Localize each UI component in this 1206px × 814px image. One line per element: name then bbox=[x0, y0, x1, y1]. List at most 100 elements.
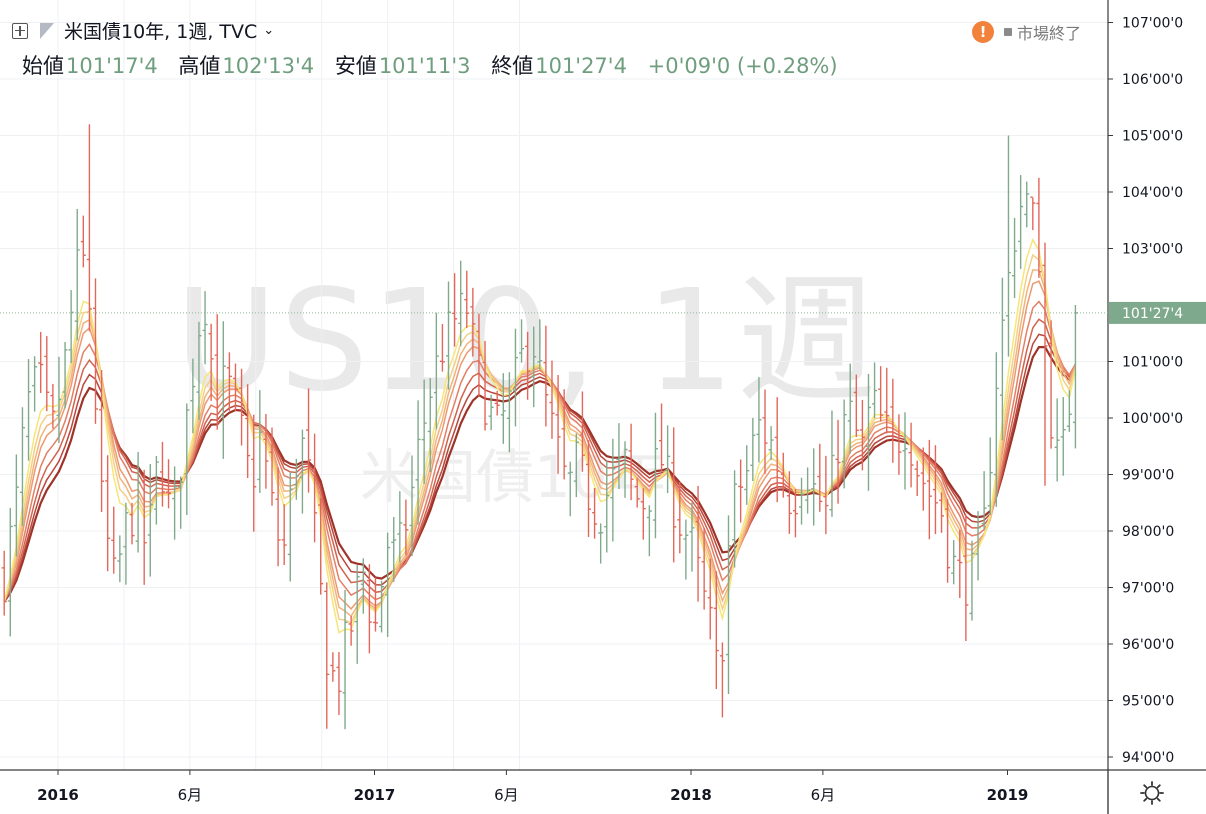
ohlc-bar bbox=[555, 374, 561, 474]
close-label: 終値 bbox=[491, 54, 534, 78]
ema-line-5 bbox=[3, 237, 1077, 634]
price-axis-label: 101'00'0 bbox=[1122, 355, 1183, 371]
ohlc-bar bbox=[19, 407, 25, 526]
exclamation-icon[interactable]: ! bbox=[972, 21, 994, 43]
ohlc-bar bbox=[756, 377, 762, 463]
ohlc-bar bbox=[531, 326, 537, 408]
ohlc-bar bbox=[281, 504, 287, 566]
ohlc-bar bbox=[38, 331, 44, 394]
ohlc-bar bbox=[939, 492, 945, 533]
ohlc-bar bbox=[677, 482, 683, 554]
ohlc-bar bbox=[44, 336, 50, 412]
ohlc-bar bbox=[671, 427, 677, 563]
ohlc-bar bbox=[80, 215, 86, 268]
ohlc-bar bbox=[975, 511, 981, 581]
settings-gear-icon[interactable] bbox=[1138, 779, 1166, 807]
ohlc-bar bbox=[348, 615, 354, 646]
market-status-text: 市場終了 bbox=[1017, 24, 1082, 43]
ohlc-bar bbox=[32, 356, 38, 412]
ohlc-bar bbox=[689, 502, 695, 572]
chevron-down-icon[interactable]: ⌄ bbox=[263, 23, 275, 38]
flag-icon[interactable] bbox=[40, 22, 54, 39]
ohlc-bar bbox=[1072, 304, 1078, 449]
time-axis-label: 2016 bbox=[37, 786, 79, 804]
ohlc-bar bbox=[592, 488, 598, 539]
ohlc-bar bbox=[111, 506, 117, 574]
ohlc-bar bbox=[312, 433, 318, 543]
ohlc-bar bbox=[908, 422, 914, 488]
symbol-title[interactable]: 米国債10年, 1週, TVC bbox=[64, 21, 258, 43]
ohlc-bar bbox=[324, 582, 330, 729]
status-dot-icon bbox=[1004, 28, 1012, 36]
ohlc-bar bbox=[50, 383, 56, 429]
time-axis-label: 6月 bbox=[178, 786, 203, 804]
low-value: 101'11'3 bbox=[378, 54, 471, 78]
add-icon[interactable] bbox=[12, 22, 28, 39]
ohlc-bar bbox=[385, 532, 391, 637]
ohlc-bar bbox=[379, 580, 385, 633]
ohlc-bar bbox=[372, 577, 378, 632]
ohlc-bar bbox=[525, 331, 531, 400]
change-value: +0'09'0 (+0.28%) bbox=[647, 54, 838, 78]
ohlc-bar bbox=[823, 455, 829, 535]
ohlc-bar bbox=[458, 260, 464, 347]
ohlc-bar bbox=[1060, 397, 1066, 476]
ohlc-bar bbox=[969, 540, 975, 621]
price-axis-label: 99'00'0 bbox=[1122, 468, 1174, 484]
ohlc-bar bbox=[500, 373, 506, 444]
ohlc-bar bbox=[932, 445, 938, 535]
market-status: ! 市場終了 bbox=[972, 20, 1081, 44]
ema-line-14 bbox=[3, 333, 1077, 602]
ohlc-bar bbox=[1018, 175, 1024, 269]
ohlc-bar bbox=[117, 535, 123, 583]
ohlc-bar bbox=[129, 502, 135, 545]
ohlc-bar bbox=[805, 467, 811, 514]
price-axis-label: 98'00'0 bbox=[1122, 524, 1174, 540]
ohlc-bar bbox=[920, 447, 926, 511]
ohlc-bar bbox=[452, 273, 458, 347]
ohlc-bar bbox=[738, 459, 744, 523]
ohlc-bar bbox=[397, 491, 403, 563]
ohlc-bar bbox=[403, 499, 409, 556]
ohlc-legend: 始値101'17'4 高値102'13'4 安値101'11'3 終値101'2… bbox=[22, 50, 838, 80]
ohlc-bar bbox=[951, 540, 957, 585]
price-axis-label: 107'00'0 bbox=[1122, 16, 1183, 32]
ohlc-bar bbox=[750, 417, 756, 482]
ohlc-bar bbox=[13, 454, 19, 557]
ohlc-bar bbox=[604, 461, 610, 553]
ohlc-bar bbox=[293, 458, 299, 500]
ohlc-bar bbox=[476, 313, 482, 398]
ohlc-bar bbox=[391, 516, 397, 582]
ohlc-bar bbox=[470, 287, 476, 357]
ohlc-bar bbox=[421, 379, 427, 484]
ohlc-bar bbox=[579, 391, 585, 472]
price-axis-label: 94'00'0 bbox=[1122, 750, 1174, 766]
ohlc-bar bbox=[628, 423, 634, 501]
ohlc-bar bbox=[872, 362, 878, 419]
ohlc-bar bbox=[166, 459, 172, 509]
ohlc-bar bbox=[512, 328, 518, 427]
last-price-label: 101'27'4 bbox=[1122, 306, 1183, 322]
time-axis-label: 2017 bbox=[354, 786, 396, 804]
ohlc-bar bbox=[537, 319, 543, 370]
ohlc-bar bbox=[269, 427, 275, 506]
ohlc-bar bbox=[409, 455, 415, 557]
ohlc-bar bbox=[415, 400, 421, 525]
last-price-tag bbox=[1109, 301, 1206, 324]
ohlc-bar bbox=[68, 290, 74, 364]
ohlc-bar bbox=[713, 571, 719, 689]
ohlc-bar bbox=[135, 452, 141, 553]
ohlc-bar bbox=[859, 400, 865, 471]
ohlc-bar bbox=[707, 558, 713, 640]
time-axis-label: 2019 bbox=[987, 786, 1029, 804]
ohlc-bar bbox=[239, 368, 245, 446]
ohlc-bar bbox=[652, 412, 658, 539]
ohlc-bar bbox=[549, 360, 555, 439]
ohlc-bar bbox=[659, 403, 665, 471]
ohlc-bar bbox=[786, 471, 792, 534]
ohlc-bar bbox=[147, 464, 153, 577]
ohlc-bar bbox=[622, 441, 628, 498]
ohlc-bar bbox=[439, 324, 445, 372]
